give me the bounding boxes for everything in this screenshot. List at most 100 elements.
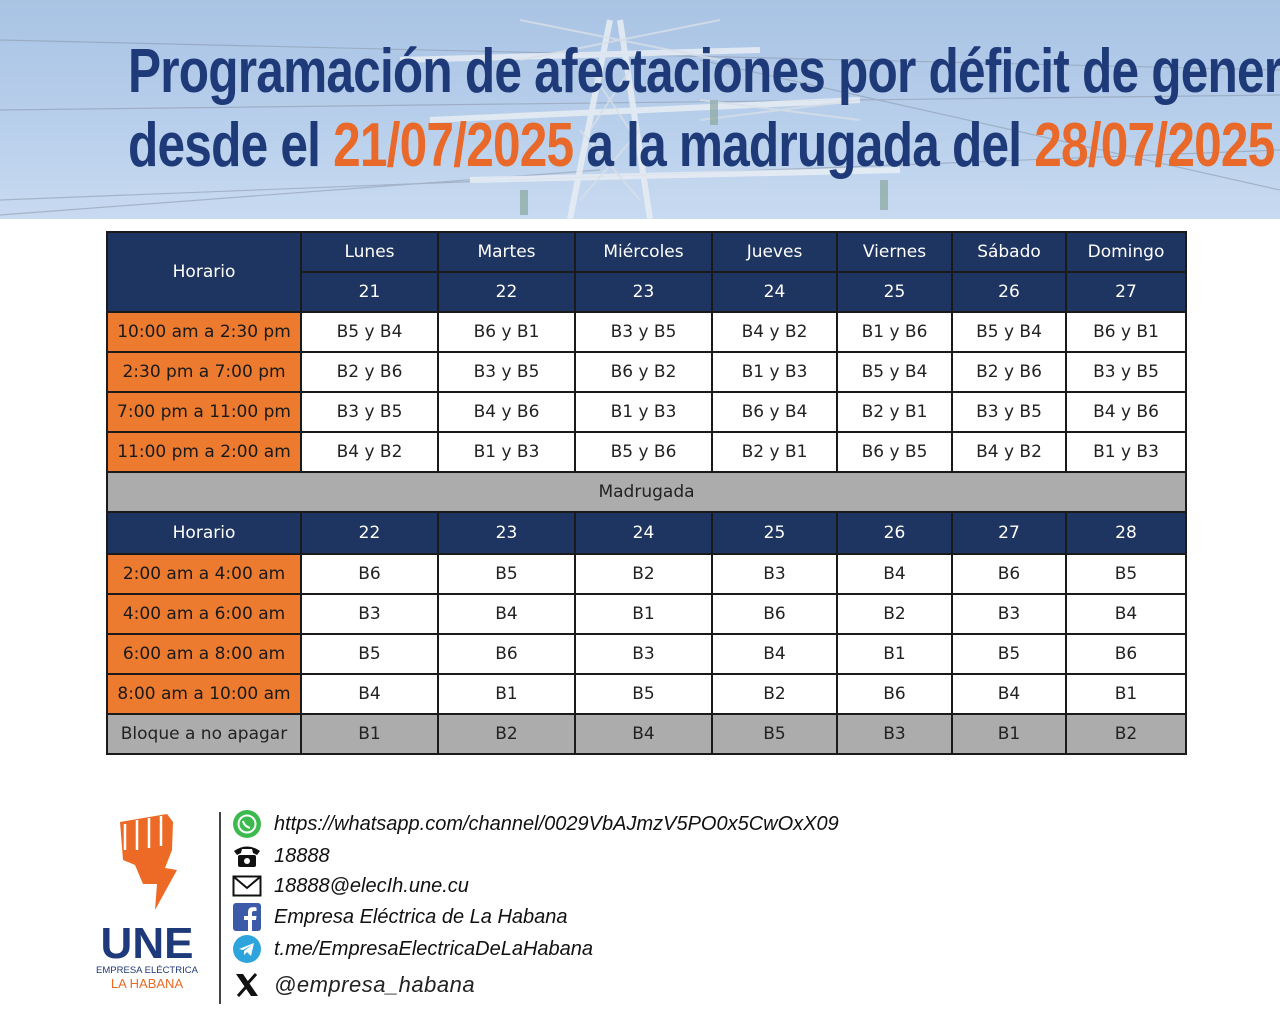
email-address[interactable]: 18888@elecIh.une.cu	[274, 874, 469, 897]
time-slot: 10:00 am a 2:30 pm	[106, 311, 302, 353]
block-cell: B3 y B5	[1065, 351, 1187, 393]
x-handle[interactable]: @empresa_habana	[274, 972, 476, 997]
time-slot: 6:00 am a 8:00 am	[106, 633, 302, 675]
block-cell: B6 y B1	[1065, 311, 1187, 353]
protected-block-cell: B2	[1065, 713, 1187, 755]
time-slot: 2:00 am a 4:00 am	[106, 553, 302, 595]
block-cell: B5	[1065, 553, 1187, 595]
time-slot: 8:00 am a 10:00 am	[106, 673, 302, 715]
date-header: 27	[951, 511, 1067, 555]
day-header: Miércoles	[574, 231, 713, 273]
telegram-link[interactable]: t.me/EmpresaElectricaDeLaHabana	[274, 937, 594, 960]
time-slot: 11:00 pm a 2:00 am	[106, 431, 302, 473]
block-cell: B1	[1065, 673, 1187, 715]
une-logo: UNE EMPRESA ELÉCTRICA LA HABANA	[95, 810, 200, 1000]
block-cell: B6	[711, 593, 838, 635]
logo-sub2: LA HABANA	[111, 976, 184, 991]
logo-une-text: UNE	[101, 919, 194, 968]
whatsapp-contact[interactable]: https://whatsapp.com/channel/0029VbAJmzV…	[232, 809, 839, 839]
block-cell: B5 y B6	[574, 431, 713, 473]
protected-block-cell: B2	[437, 713, 576, 755]
block-cell: B4 y B2	[951, 431, 1067, 473]
block-cell: B2 y B6	[951, 351, 1067, 393]
page-title-line1: Programación de afectaciones por déficit…	[128, 37, 1280, 106]
block-cell: B5	[437, 553, 576, 595]
date-header: 27	[1065, 271, 1187, 313]
date-header: 28	[1065, 511, 1187, 555]
block-cell: B2 y B6	[300, 351, 439, 393]
facebook-icon	[232, 902, 262, 932]
protected-block-cell: B5	[711, 713, 838, 755]
block-cell: B6 y B2	[574, 351, 713, 393]
time-slot: 4:00 am a 6:00 am	[106, 593, 302, 635]
telephone-icon	[232, 841, 262, 871]
block-cell: B1 y B3	[437, 431, 576, 473]
block-cell: B2 y B1	[836, 391, 953, 433]
day-header: Sábado	[951, 231, 1067, 273]
header-banner: Programación de afectaciones por déficit…	[0, 0, 1280, 219]
block-cell: B5	[951, 633, 1067, 675]
block-cell: B4	[711, 633, 838, 675]
block-cell: B4	[437, 593, 576, 635]
block-cell: B6	[1065, 633, 1187, 675]
horario-header: Horario	[106, 231, 302, 313]
block-cell: B2	[711, 673, 838, 715]
page-title-line2: desde el 21/07/2025 a la madrugada del 2…	[128, 111, 1275, 180]
no-apagar-label: Bloque a no apagar	[106, 713, 302, 755]
facebook-contact[interactable]: Empresa Eléctrica de La Habana	[232, 902, 568, 932]
block-cell: B5	[574, 673, 713, 715]
block-cell: B2	[574, 553, 713, 595]
block-cell: B3	[300, 593, 439, 635]
date-header: 22	[437, 271, 576, 313]
start-date: 21/07/2025	[333, 111, 574, 180]
phone-contact[interactable]: 18888	[232, 841, 330, 871]
block-cell: B4 y B6	[437, 391, 576, 433]
block-cell: B2 y B1	[711, 431, 838, 473]
envelope-icon	[232, 871, 262, 901]
block-cell: B6 y B4	[711, 391, 838, 433]
block-cell: B4	[1065, 593, 1187, 635]
block-cell: B3 y B5	[951, 391, 1067, 433]
block-cell: B1 y B6	[836, 311, 953, 353]
date-header: 23	[437, 511, 576, 555]
day-header: Lunes	[300, 231, 439, 273]
block-cell: B3 y B5	[574, 311, 713, 353]
facebook-page[interactable]: Empresa Eléctrica de La Habana	[274, 905, 568, 928]
block-cell: B6	[300, 553, 439, 595]
day-header: Viernes	[836, 231, 953, 273]
block-cell: B3	[711, 553, 838, 595]
block-cell: B1 y B3	[574, 391, 713, 433]
block-cell: B6	[951, 553, 1067, 595]
block-cell: B2	[836, 593, 953, 635]
block-cell: B4 y B6	[1065, 391, 1187, 433]
date-header: 25	[711, 511, 838, 555]
block-cell: B4 y B2	[300, 431, 439, 473]
block-cell: B5	[300, 633, 439, 675]
block-cell: B3 y B5	[437, 351, 576, 393]
block-cell: B1	[574, 593, 713, 635]
block-cell: B4 y B2	[711, 311, 838, 353]
footer-divider	[219, 812, 221, 1004]
block-cell: B3 y B5	[300, 391, 439, 433]
block-cell: B1	[437, 673, 576, 715]
date-header: 23	[574, 271, 713, 313]
date-header: 22	[300, 511, 439, 555]
telegram-contact[interactable]: t.me/EmpresaElectricaDeLaHabana	[232, 934, 593, 964]
block-cell: B4	[951, 673, 1067, 715]
x-contact[interactable]: @empresa_habana	[232, 970, 475, 1000]
madrugada-separator: Madrugada	[106, 471, 1187, 513]
x-icon	[232, 970, 262, 1000]
date-header: 24	[574, 511, 713, 555]
whatsapp-link[interactable]: https://whatsapp.com/channel/0029VbAJmzV…	[274, 812, 839, 835]
block-cell: B4	[836, 553, 953, 595]
block-cell: B1 y B3	[711, 351, 838, 393]
block-cell: B6 y B5	[836, 431, 953, 473]
block-cell: B1 y B3	[1065, 431, 1187, 473]
logo-sub1: EMPRESA ELÉCTRICA	[96, 965, 199, 976]
protected-block-cell: B1	[951, 713, 1067, 755]
email-contact[interactable]: 18888@elecIh.une.cu	[232, 871, 469, 901]
end-date: 28/07/2025	[1034, 111, 1275, 180]
protected-block-cell: B4	[574, 713, 713, 755]
telegram-icon	[232, 934, 262, 964]
time-slot: 7:00 pm a 11:00 pm	[106, 391, 302, 433]
